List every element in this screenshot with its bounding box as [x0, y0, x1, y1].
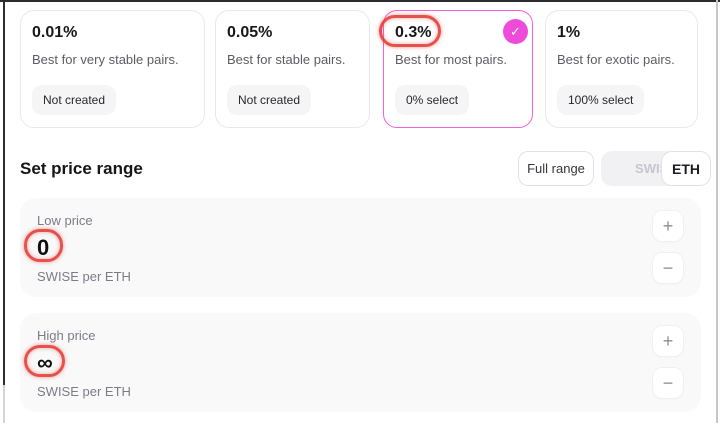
- fee-tier-card-1[interactable]: 1% Best for exotic pairs. 100% select: [545, 10, 698, 128]
- fee-tier-percent: 0.3%: [395, 24, 432, 41]
- fee-tier-description: Best for stable pairs.: [227, 52, 346, 67]
- window-left-border: [3, 0, 5, 385]
- fee-tier-description: Best for exotic pairs.: [557, 52, 675, 67]
- fee-tier-percent: 0.05%: [227, 24, 273, 41]
- toggle-option-eth[interactable]: ETH: [661, 151, 711, 186]
- fee-tier-status-badge: 0% select: [395, 85, 470, 115]
- fee-tier-status-badge: Not created: [32, 85, 117, 115]
- high-price-input[interactable]: ∞: [37, 350, 53, 375]
- low-price-card: Low price 0 SWISE per ETH + −: [20, 198, 701, 297]
- window-top-border: [0, 0, 720, 2]
- set-price-range-title: Set price range: [20, 159, 143, 178]
- fee-tier-percent: 1%: [557, 24, 581, 41]
- token-pair-toggle[interactable]: SWISE ETH: [601, 151, 711, 186]
- low-price-increment-button[interactable]: +: [652, 210, 684, 242]
- fee-tier-description: Best for most pairs.: [395, 52, 507, 67]
- low-price-label: Low price: [37, 213, 93, 228]
- fee-tier-card-0-05[interactable]: 0.05% Best for stable pairs. Not created: [215, 10, 370, 128]
- fee-tier-card-0-3-selected[interactable]: 0.3% ✓ Best for most pairs. 0% select: [383, 10, 533, 128]
- fee-tier-card-0-01[interactable]: 0.01% Best for very stable pairs. Not cr…: [20, 10, 205, 128]
- high-price-increment-button[interactable]: +: [652, 325, 684, 357]
- full-range-button[interactable]: Full range: [518, 151, 594, 186]
- low-price-input[interactable]: 0: [37, 235, 50, 260]
- low-price-decrement-button[interactable]: −: [652, 252, 684, 284]
- fee-tier-description: Best for very stable pairs.: [32, 52, 179, 67]
- high-price-unit: SWISE per ETH: [37, 384, 131, 399]
- high-price-decrement-button[interactable]: −: [652, 367, 684, 399]
- window-left-border-lower: [3, 385, 5, 423]
- low-price-unit: SWISE per ETH: [37, 269, 131, 284]
- selected-check-icon: ✓: [503, 19, 528, 44]
- window-right-border: [716, 0, 718, 423]
- fee-tier-percent: 0.01%: [32, 24, 78, 41]
- high-price-card: High price ∞ SWISE per ETH + −: [20, 313, 701, 412]
- fee-tier-status-badge: 100% select: [557, 85, 645, 115]
- fee-tier-status-badge: Not created: [227, 85, 312, 115]
- high-price-label: High price: [37, 328, 96, 343]
